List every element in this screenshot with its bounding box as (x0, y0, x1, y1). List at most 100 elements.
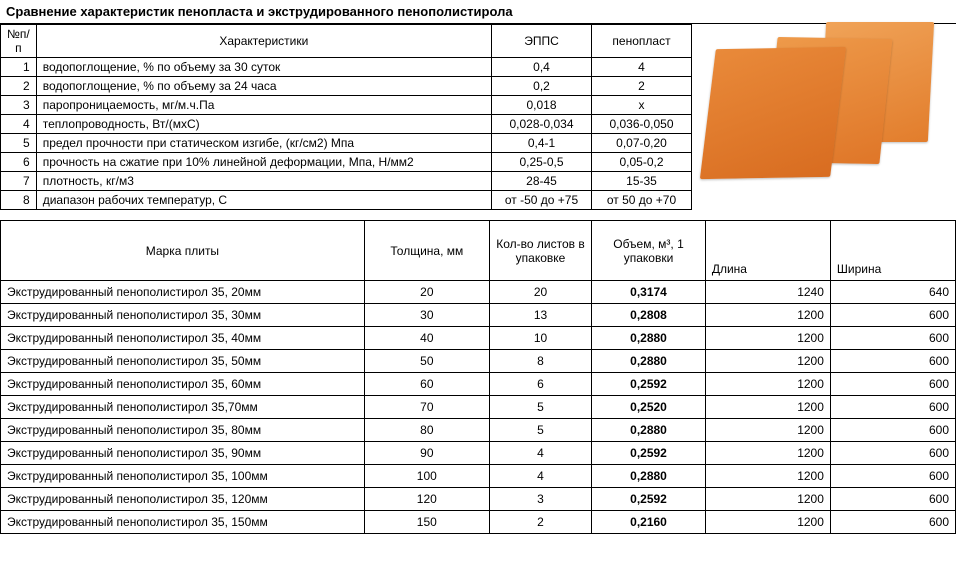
cell-sheets: 2 (489, 511, 591, 534)
products-table: Марка плиты Толщина, мм Кол-во листов в … (0, 220, 956, 534)
cell-epps: 0,25-0,5 (492, 153, 592, 172)
cell-epps: 0,028-0,034 (492, 115, 592, 134)
cell-name: Экструдированный пенополистирол 35, 80мм (1, 419, 365, 442)
cell-characteristic: прочность на сжатие при 10% линейной деф… (36, 153, 491, 172)
cell-epps: 28-45 (492, 172, 592, 191)
product-row: Экструдированный пенополистирол 35, 30мм… (1, 304, 956, 327)
cell-foam: 2 (592, 77, 692, 96)
cell-characteristic: теплопроводность, Вт/(мхС) (36, 115, 491, 134)
cell-num: 1 (1, 58, 37, 77)
cell-sheets: 3 (489, 488, 591, 511)
compare-row: 1водопоглощение, % по объему за 30 суток… (1, 58, 692, 77)
cell-foam: 0,036-0,050 (592, 115, 692, 134)
cell-width: 600 (830, 304, 955, 327)
cell-name: Экструдированный пенополистирол 35, 60мм (1, 373, 365, 396)
cell-length: 1200 (705, 511, 830, 534)
cell-name: Экструдированный пенополистирол 35, 100м… (1, 465, 365, 488)
cell-thickness: 50 (364, 350, 489, 373)
cell-thickness: 90 (364, 442, 489, 465)
col-sheets: Кол-во листов в упаковке (489, 221, 591, 281)
cell-num: 6 (1, 153, 37, 172)
cell-name: Экструдированный пенополистирол 35, 150м… (1, 511, 365, 534)
cell-name: Экструдированный пенополистирол 35, 120м… (1, 488, 365, 511)
top-section: Сравнение характеристик пенопласта и экс… (0, 0, 956, 210)
col-width: Ширина (830, 221, 955, 281)
compare-header-row: №п/п Характеристики ЭППС пенопласт (1, 25, 692, 58)
product-image (708, 18, 948, 188)
cell-length: 1200 (705, 373, 830, 396)
cell-name: Экструдированный пенополистирол 35, 30мм (1, 304, 365, 327)
cell-epps: 0,4 (492, 58, 592, 77)
cell-num: 5 (1, 134, 37, 153)
cell-thickness: 80 (364, 419, 489, 442)
cell-epps: 0,018 (492, 96, 592, 115)
cell-characteristic: диапазон рабочих температур, С (36, 191, 491, 210)
col-epps: ЭППС (492, 25, 592, 58)
cell-foam: 0,05-0,2 (592, 153, 692, 172)
products-header-row: Марка плиты Толщина, мм Кол-во листов в … (1, 221, 956, 281)
col-char: Характеристики (36, 25, 491, 58)
cell-sheets: 4 (489, 442, 591, 465)
product-row: Экструдированный пенополистирол 35, 120м… (1, 488, 956, 511)
cell-length: 1200 (705, 442, 830, 465)
cell-sheets: 20 (489, 281, 591, 304)
cell-volume: 0,2880 (592, 465, 706, 488)
cell-width: 600 (830, 350, 955, 373)
col-name: Марка плиты (1, 221, 365, 281)
col-volume: Объем, м³, 1 упаковки (592, 221, 706, 281)
cell-num: 3 (1, 96, 37, 115)
cell-width: 600 (830, 465, 955, 488)
panel-icon (700, 47, 846, 179)
product-row: Экструдированный пенополистирол 35, 40мм… (1, 327, 956, 350)
compare-row: 7плотность, кг/м328-4515-35 (1, 172, 692, 191)
cell-sheets: 8 (489, 350, 591, 373)
col-foam: пенопласт (592, 25, 692, 58)
cell-epps: 0,4-1 (492, 134, 592, 153)
compare-table: №п/п Характеристики ЭППС пенопласт 1водо… (0, 24, 692, 210)
product-row: Экструдированный пенополистирол 35, 100м… (1, 465, 956, 488)
cell-volume: 0,2880 (592, 419, 706, 442)
compare-row: 3паропроницаемость, мг/м.ч.Па0,018х (1, 96, 692, 115)
cell-volume: 0,2880 (592, 350, 706, 373)
cell-name: Экструдированный пенополистирол 35, 50мм (1, 350, 365, 373)
cell-characteristic: паропроницаемость, мг/м.ч.Па (36, 96, 491, 115)
cell-characteristic: водопоглощение, % по объему за 24 часа (36, 77, 491, 96)
cell-foam: 0,07-0,20 (592, 134, 692, 153)
product-row: Экструдированный пенополистирол 35, 20мм… (1, 281, 956, 304)
cell-width: 600 (830, 396, 955, 419)
cell-length: 1200 (705, 419, 830, 442)
cell-width: 600 (830, 419, 955, 442)
compare-row: 6прочность на сжатие при 10% линейной де… (1, 153, 692, 172)
cell-length: 1200 (705, 327, 830, 350)
cell-volume: 0,2592 (592, 488, 706, 511)
compare-row: 4теплопроводность, Вт/(мхС)0,028-0,0340,… (1, 115, 692, 134)
cell-thickness: 30 (364, 304, 489, 327)
cell-characteristic: предел прочности при статическом изгибе,… (36, 134, 491, 153)
product-row: Экструдированный пенополистирол 35, 150м… (1, 511, 956, 534)
cell-name: Экструдированный пенополистирол 35,70мм (1, 396, 365, 419)
col-thickness: Толщина, мм (364, 221, 489, 281)
cell-thickness: 100 (364, 465, 489, 488)
col-num: №п/п (1, 25, 37, 58)
cell-thickness: 120 (364, 488, 489, 511)
cell-width: 600 (830, 327, 955, 350)
cell-name: Экструдированный пенополистирол 35, 90мм (1, 442, 365, 465)
cell-volume: 0,2592 (592, 442, 706, 465)
cell-volume: 0,3174 (592, 281, 706, 304)
cell-foam: 4 (592, 58, 692, 77)
cell-sheets: 6 (489, 373, 591, 396)
cell-name: Экструдированный пенополистирол 35, 20мм (1, 281, 365, 304)
cell-num: 7 (1, 172, 37, 191)
compare-row: 5предел прочности при статическом изгибе… (1, 134, 692, 153)
cell-length: 1200 (705, 465, 830, 488)
cell-sheets: 13 (489, 304, 591, 327)
cell-width: 600 (830, 373, 955, 396)
cell-volume: 0,2808 (592, 304, 706, 327)
cell-length: 1200 (705, 396, 830, 419)
cell-sheets: 10 (489, 327, 591, 350)
col-length: Длина (705, 221, 830, 281)
cell-characteristic: водопоглощение, % по объему за 30 суток (36, 58, 491, 77)
cell-num: 8 (1, 191, 37, 210)
cell-num: 4 (1, 115, 37, 134)
compare-row: 2водопоглощение, % по объему за 24 часа0… (1, 77, 692, 96)
